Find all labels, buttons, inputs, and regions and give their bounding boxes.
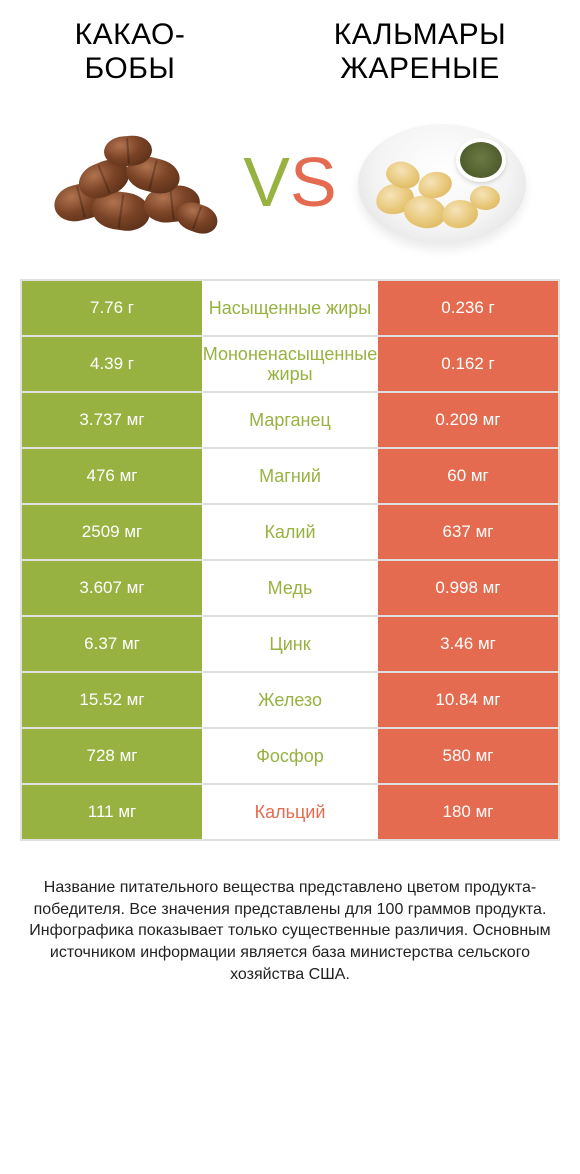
nutrient-label: Магний [202, 449, 378, 503]
table-row: 3.737 мгМарганец0.209 мг [22, 391, 558, 447]
nutrient-label: Фосфор [202, 729, 378, 783]
product-right-image [347, 107, 537, 257]
value-right: 0.998 мг [378, 561, 558, 615]
table-row: 728 мгФосфор580 мг [22, 727, 558, 783]
vs-label: VS [243, 147, 336, 217]
value-left: 7.76 г [22, 281, 202, 335]
value-right: 0.236 г [378, 281, 558, 335]
nutrient-label: Марганец [202, 393, 378, 447]
value-left: 3.607 мг [22, 561, 202, 615]
value-left: 3.737 мг [22, 393, 202, 447]
footer-note: Название питательного вещества представл… [0, 841, 580, 985]
comparison-table: 7.76 гНасыщенные жиры0.236 г4.39 гМононе… [20, 279, 560, 841]
value-right: 3.46 мг [378, 617, 558, 671]
value-left: 2509 мг [22, 505, 202, 559]
nutrient-label: Насыщенные жиры [202, 281, 378, 335]
nutrient-label: Цинк [202, 617, 378, 671]
table-row: 15.52 мгЖелезо10.84 мг [22, 671, 558, 727]
nutrient-label: Медь [202, 561, 378, 615]
vs-row: VS [0, 93, 580, 279]
header: КАКАО-БОБЫ КАЛЬМАРЫЖАРЕНЫЕ [0, 0, 580, 93]
value-left: 4.39 г [22, 337, 202, 391]
table-row: 7.76 гНасыщенные жиры0.236 г [22, 279, 558, 335]
product-left-title: КАКАО-БОБЫ [30, 18, 230, 85]
table-row: 3.607 мгМедь0.998 мг [22, 559, 558, 615]
value-right: 580 мг [378, 729, 558, 783]
value-left: 111 мг [22, 785, 202, 839]
table-row: 4.39 гМононенасыщенные жиры0.162 г [22, 335, 558, 391]
table-row: 111 мгКальций180 мг [22, 783, 558, 839]
value-right: 0.162 г [378, 337, 558, 391]
value-left: 6.37 мг [22, 617, 202, 671]
value-left: 15.52 мг [22, 673, 202, 727]
value-right: 10.84 мг [378, 673, 558, 727]
nutrient-label: Железо [202, 673, 378, 727]
nutrient-label: Кальций [202, 785, 378, 839]
value-right: 637 мг [378, 505, 558, 559]
product-right-title: КАЛЬМАРЫЖАРЕНЫЕ [290, 18, 550, 85]
value-right: 0.209 мг [378, 393, 558, 447]
table-row: 2509 мгКалий637 мг [22, 503, 558, 559]
value-left: 728 мг [22, 729, 202, 783]
table-row: 476 мгМагний60 мг [22, 447, 558, 503]
nutrient-label: Мононенасыщенные жиры [202, 337, 378, 391]
product-left-image [43, 107, 233, 257]
nutrient-label: Калий [202, 505, 378, 559]
table-row: 6.37 мгЦинк3.46 мг [22, 615, 558, 671]
value-right: 60 мг [378, 449, 558, 503]
value-right: 180 мг [378, 785, 558, 839]
value-left: 476 мг [22, 449, 202, 503]
